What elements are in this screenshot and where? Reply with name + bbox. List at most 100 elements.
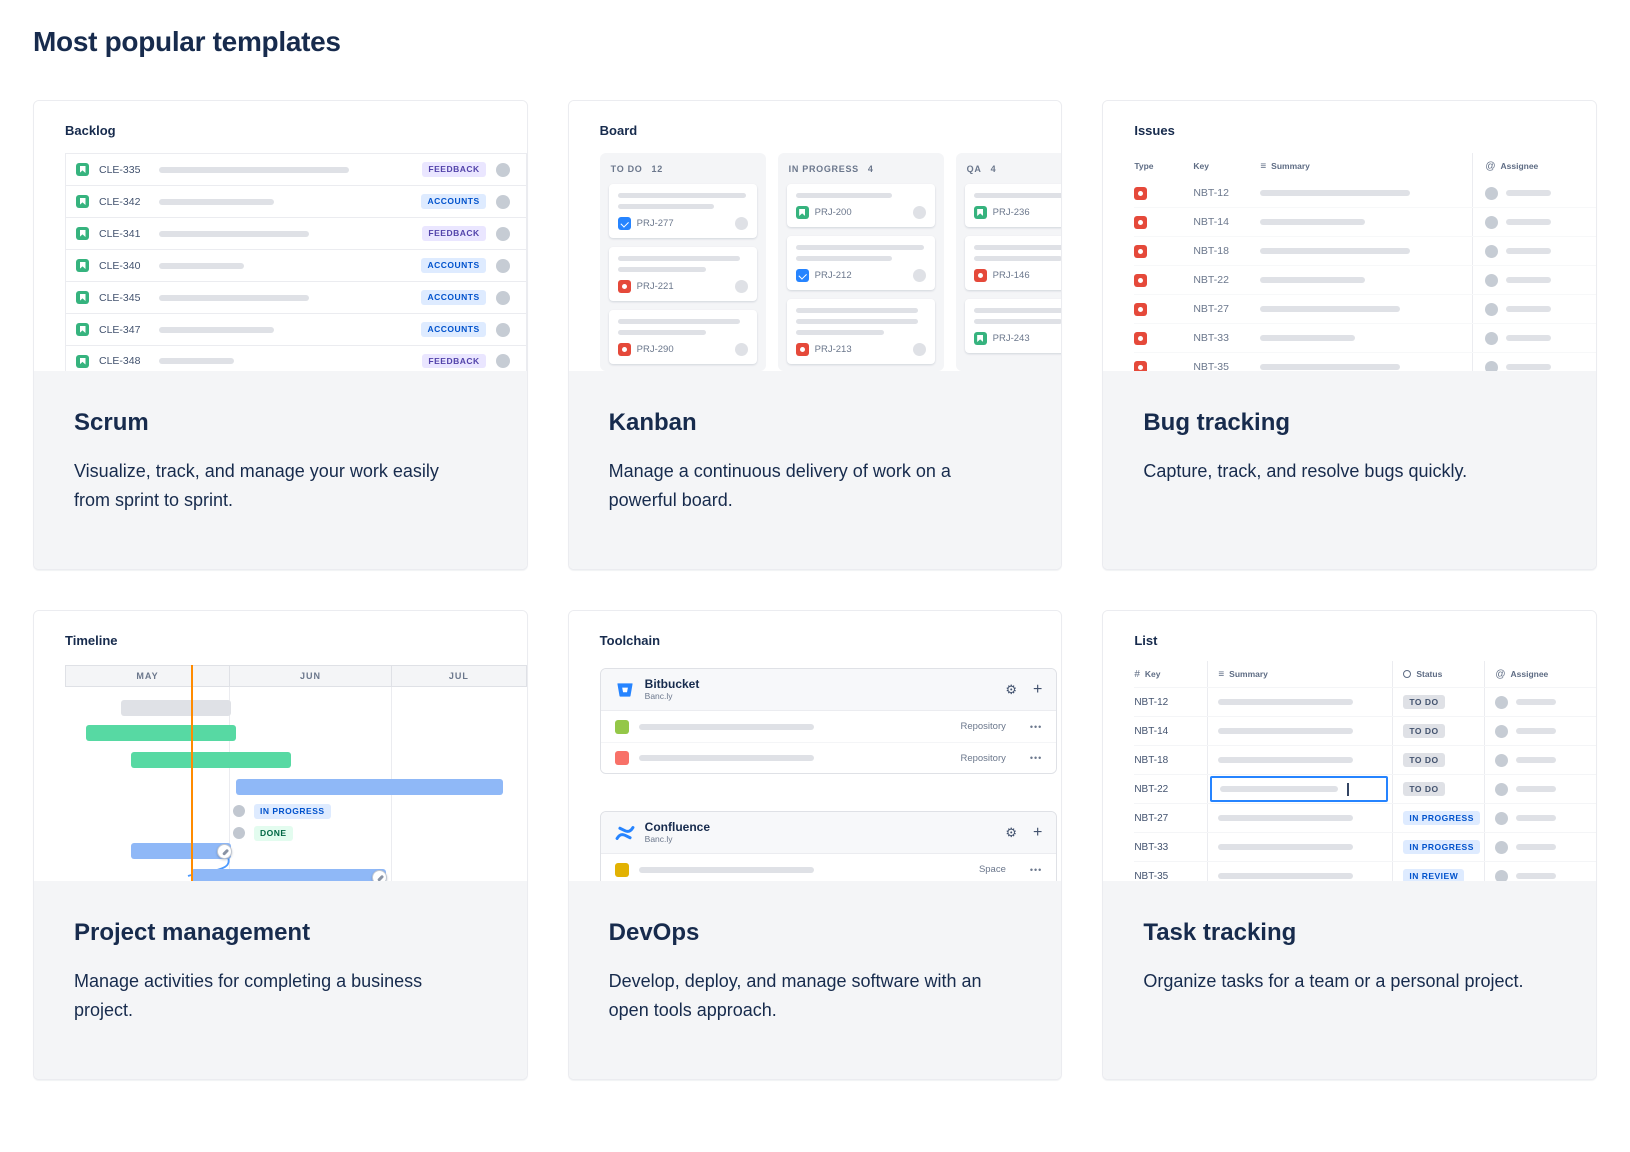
summary-bar bbox=[159, 198, 274, 205]
issues-table: Type Key ≡ Summary @ Assignee NBT-12 NBT-1… bbox=[1134, 153, 1596, 371]
issue-key: NBT-35 bbox=[1134, 870, 1169, 882]
summary-bar bbox=[617, 330, 706, 335]
template-card-task-tracking[interactable]: List # Key ≡ Summary Status @ Assignee NBT-… bbox=[1102, 610, 1597, 1080]
issue-key: NBT-12 bbox=[1193, 187, 1229, 199]
assignee-icon: @ bbox=[1495, 668, 1506, 680]
month-label: JUN bbox=[230, 666, 392, 686]
summary-bar bbox=[973, 256, 1062, 261]
month-label: MAY bbox=[66, 666, 230, 686]
text-cursor bbox=[1347, 782, 1349, 796]
board-card: PRJ-236 bbox=[964, 184, 1062, 227]
story-icon bbox=[76, 259, 89, 272]
confluence-logo-icon bbox=[615, 825, 635, 840]
summary-bar bbox=[159, 262, 244, 269]
assignee-icon: @ bbox=[1485, 160, 1496, 172]
plus-icon: + bbox=[1032, 680, 1043, 698]
assignee-bar bbox=[1516, 844, 1557, 850]
bug-icon bbox=[1134, 215, 1148, 229]
column-count: 12 bbox=[651, 164, 663, 174]
summary-bar bbox=[1218, 844, 1354, 850]
board-card: PRJ-213 bbox=[786, 299, 935, 364]
issue-key: NBT-27 bbox=[1134, 812, 1169, 824]
avatar bbox=[912, 206, 926, 219]
summary-bar bbox=[1218, 699, 1354, 705]
bug-icon bbox=[1134, 302, 1148, 316]
repo-avatar-icon bbox=[614, 719, 629, 734]
preview-title: List bbox=[1134, 633, 1158, 648]
summary-bar bbox=[617, 319, 740, 324]
avatar bbox=[1495, 724, 1509, 738]
summary-bar bbox=[795, 330, 884, 335]
issue-key: PRJ-213 bbox=[814, 344, 852, 355]
avatar bbox=[495, 322, 510, 337]
gear-icon: ⚙ bbox=[1005, 824, 1017, 840]
summary-edit-field[interactable] bbox=[1210, 776, 1389, 802]
avatar bbox=[1495, 840, 1509, 854]
template-card-devops[interactable]: Toolchain Bitbucket Banc.ly ⚙ bbox=[567, 610, 1063, 1080]
issue-key: NBT-18 bbox=[1134, 754, 1169, 766]
board-column-in-progress: IN PROGRESS 4 PRJ-200 bbox=[777, 153, 944, 371]
avatar bbox=[495, 162, 510, 177]
bug-icon bbox=[1134, 273, 1148, 287]
template-description: Manage activities for completing a busin… bbox=[74, 971, 423, 1021]
list-preview: List # Key ≡ Summary Status @ Assignee NBT-… bbox=[1103, 611, 1596, 881]
project-management-info: Project management Manage activities for… bbox=[34, 881, 527, 1079]
template-card-scrum[interactable]: Backlog CLE-335 FEEDBACK CLE-342 ACCOUNT… bbox=[33, 100, 528, 570]
gantt-bar bbox=[121, 700, 231, 716]
issue-key: NBT-18 bbox=[1193, 245, 1229, 257]
template-card-bug-tracking[interactable]: Issues Type Key ≡ Summary @ Assignee NBT-1… bbox=[1102, 100, 1597, 570]
issue-key: PRJ-221 bbox=[636, 281, 674, 292]
column-name: IN PROGRESS bbox=[788, 164, 859, 174]
avatar bbox=[912, 269, 926, 282]
link-icon bbox=[217, 844, 232, 859]
kanban-preview: Board TO DO 12 PRJ-277 bbox=[568, 101, 1062, 371]
issue-key: CLE-348 bbox=[99, 355, 141, 367]
summary-bar bbox=[1260, 219, 1366, 225]
avatar bbox=[495, 258, 510, 273]
issue-key: NBT-22 bbox=[1193, 274, 1229, 286]
status-badge: IN REVIEW bbox=[1403, 868, 1465, 881]
summary-bar bbox=[795, 319, 918, 324]
assignee-bar bbox=[1516, 786, 1557, 792]
status-badge: DONE bbox=[254, 826, 293, 841]
summary-bar bbox=[1218, 873, 1354, 879]
summary-bar bbox=[617, 267, 706, 272]
avatar bbox=[233, 805, 245, 817]
status-badge: TO DO bbox=[1403, 752, 1445, 768]
summary-bar bbox=[1218, 815, 1354, 821]
template-card-grid: Backlog CLE-335 FEEDBACK CLE-342 ACCOUNT… bbox=[33, 100, 1597, 1080]
bug-icon bbox=[617, 343, 631, 356]
list-row: NBT-35 IN REVIEW bbox=[1134, 861, 1596, 881]
plus-icon: + bbox=[1032, 823, 1043, 841]
template-card-project-management[interactable]: Timeline MAY JUN JUL IN PROGRESS DONE bbox=[33, 610, 528, 1080]
column-header-summary: Summary bbox=[1271, 161, 1310, 171]
issue-row: NBT-12 bbox=[1134, 179, 1596, 208]
assignee-bar bbox=[1506, 248, 1552, 254]
devops-info: DevOps Develop, deploy, and manage softw… bbox=[568, 881, 1062, 1079]
issue-key: CLE-335 bbox=[99, 163, 141, 176]
avatar bbox=[1495, 869, 1509, 881]
list-table: # Key ≡ Summary Status @ Assignee NBT-12 TO… bbox=[1134, 661, 1596, 881]
bug-icon bbox=[1134, 244, 1148, 258]
issue-key: CLE-347 bbox=[99, 323, 141, 336]
status-badge: IN PROGRESS bbox=[254, 804, 331, 819]
month-label: JUL bbox=[448, 671, 469, 681]
issue-key: NBT-35 bbox=[1193, 361, 1229, 371]
summary-bar bbox=[1218, 728, 1354, 734]
avatar bbox=[1495, 695, 1509, 709]
tool-org: Banc.ly bbox=[644, 834, 673, 845]
summary-bar bbox=[973, 319, 1062, 324]
board-card: PRJ-277 bbox=[608, 184, 757, 238]
backlog-list: CLE-335 FEEDBACK CLE-342 ACCOUNTS bbox=[65, 153, 527, 371]
toolchain-confluence-panel: Confluence Banc.ly ⚙ + Space ••• bbox=[599, 811, 1058, 881]
epic-badge: FEEDBACK bbox=[422, 353, 486, 369]
bug-icon bbox=[617, 280, 631, 293]
column-count: 4 bbox=[990, 164, 997, 174]
task-tracking-info: Task tracking Organize tasks for a team … bbox=[1103, 881, 1596, 1079]
repo-avatar-icon bbox=[614, 751, 629, 765]
template-card-kanban[interactable]: Board TO DO 12 PRJ-277 bbox=[567, 100, 1063, 570]
status-badge: IN PROGRESS bbox=[1403, 810, 1480, 826]
summary-bar bbox=[1218, 757, 1354, 763]
preview-title: Toolchain bbox=[599, 633, 661, 648]
assignee-bar bbox=[1506, 277, 1552, 283]
